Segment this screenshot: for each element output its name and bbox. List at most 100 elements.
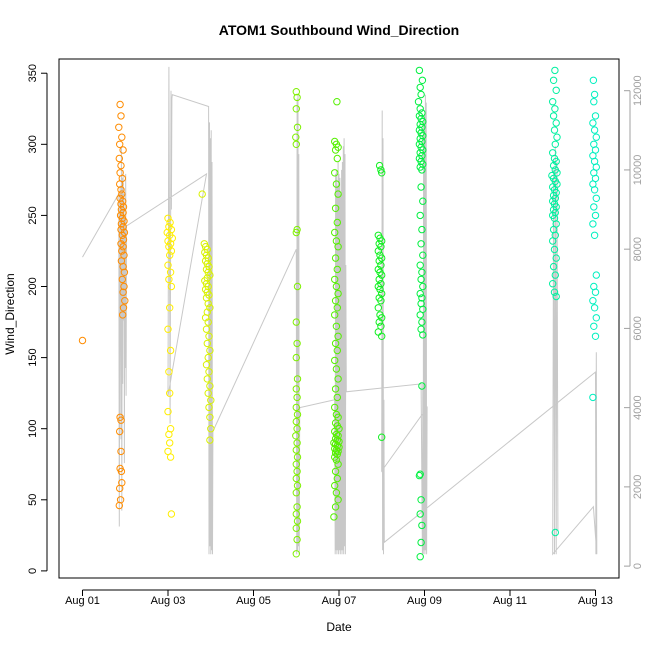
data-point (550, 288, 559, 296)
data-point (116, 427, 124, 436)
data-point (334, 190, 342, 198)
data-point (204, 389, 212, 397)
data-point (293, 393, 301, 402)
data-point (292, 403, 300, 412)
data-point (375, 275, 383, 284)
data-point (592, 314, 600, 322)
data-point (331, 297, 340, 305)
data-point (205, 403, 213, 412)
data-point (293, 453, 302, 461)
line-series-layer (82, 66, 598, 556)
data-point (416, 211, 424, 220)
data-point (116, 140, 124, 149)
data-point (333, 98, 341, 106)
data-point (206, 436, 214, 444)
data-point (206, 413, 214, 421)
data-point (117, 416, 125, 424)
data-point (198, 190, 206, 198)
data-point (292, 446, 300, 454)
data-point (331, 467, 340, 476)
data-point (165, 368, 173, 376)
data-point (590, 304, 599, 312)
data-point (120, 268, 129, 276)
data-point (589, 297, 597, 305)
data-point (293, 282, 302, 291)
data-point (164, 325, 172, 333)
data-point (205, 332, 213, 340)
data-point (590, 231, 599, 240)
data-point (549, 161, 558, 170)
data-point (293, 339, 301, 348)
y-tick-label: 250 (27, 206, 39, 224)
data-point (293, 503, 301, 511)
data-point (121, 297, 129, 305)
data-point (118, 190, 126, 198)
data-point (292, 140, 300, 149)
data-point (166, 268, 175, 276)
data-point (292, 460, 300, 468)
data-point (332, 430, 341, 439)
data-point (293, 425, 301, 433)
x-tick-label: Aug 03 (151, 595, 186, 607)
data-point (550, 126, 559, 134)
data-point (117, 186, 125, 194)
data-point (117, 447, 125, 456)
data-point (333, 304, 341, 312)
data-point (166, 439, 174, 447)
data-point (590, 203, 598, 211)
data-point (292, 489, 300, 497)
data-point (115, 501, 124, 510)
data-point (164, 214, 172, 223)
data-point (331, 254, 340, 262)
data-point (416, 470, 424, 478)
data-point (552, 292, 560, 301)
y2-tick-label: 12000 (632, 75, 644, 106)
data-point (293, 410, 302, 419)
data-point (590, 322, 598, 330)
data-point (552, 254, 560, 262)
data-point (334, 496, 342, 504)
x-axis-title: Date (326, 620, 352, 634)
data-point (117, 161, 125, 170)
data-point (415, 66, 424, 75)
data-point (549, 76, 558, 85)
data-point (417, 183, 425, 191)
data-point (331, 356, 339, 365)
data-point (116, 413, 124, 421)
x-tick-label: Aug 05 (236, 595, 271, 607)
data-point (591, 288, 600, 296)
x-tick-label: Aug 07 (322, 595, 357, 607)
data-point (332, 456, 341, 464)
data-point (166, 218, 174, 227)
data-point (417, 538, 425, 547)
data-point (292, 353, 300, 362)
data-point (293, 535, 301, 544)
data-point (331, 385, 340, 393)
data-point (331, 275, 339, 284)
data-point (166, 304, 174, 312)
data-point (292, 385, 300, 393)
plot-frame (58, 58, 620, 579)
data-point (333, 393, 341, 402)
data-point (119, 288, 127, 296)
data-point (333, 218, 341, 227)
data-point (204, 299, 212, 308)
data-point (334, 375, 342, 383)
data-point (116, 100, 124, 109)
data-point (590, 98, 598, 106)
data-point (166, 389, 174, 397)
data-point (377, 297, 385, 305)
data-point (419, 282, 427, 291)
data-point (293, 225, 301, 234)
data-point (589, 393, 597, 402)
data-point (118, 275, 127, 284)
data-point (418, 268, 426, 276)
y-tick-label: 0 (27, 568, 39, 574)
data-point (205, 368, 213, 376)
series-line (82, 66, 598, 556)
data-point (331, 204, 340, 213)
y-axis-title: Wind_Direction (3, 273, 17, 354)
data-point (550, 245, 559, 254)
data-point (293, 93, 301, 102)
x-tick-label: Aug 09 (407, 595, 442, 607)
